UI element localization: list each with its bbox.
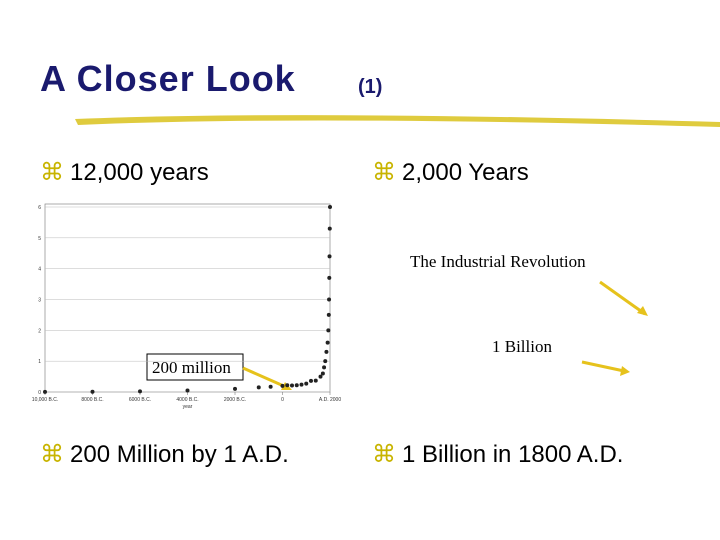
arrow bbox=[599, 280, 646, 316]
y-tick-label: 4 bbox=[38, 267, 41, 273]
point bbox=[285, 383, 290, 388]
y-tick-label: 0 bbox=[38, 390, 41, 396]
bullet: 12,000 years bbox=[40, 158, 209, 187]
bullet: 1 Billion in 1800 A.D. bbox=[372, 440, 623, 469]
title-suffix: (1) bbox=[358, 76, 383, 98]
point bbox=[138, 389, 142, 394]
point bbox=[185, 388, 190, 393]
point bbox=[326, 328, 331, 333]
x-tick-label: 2000 B.C. bbox=[224, 397, 246, 403]
arrow bbox=[242, 366, 287, 389]
point bbox=[326, 312, 331, 317]
point bbox=[318, 374, 323, 379]
arrow-head bbox=[620, 366, 630, 376]
point bbox=[327, 254, 332, 259]
y-tick-label: 5 bbox=[38, 236, 41, 242]
bullet: 200 Million by 1 A.D. bbox=[40, 440, 289, 469]
x-tick-label: 0 bbox=[281, 397, 284, 403]
title: A Closer Look bbox=[40, 58, 296, 99]
point bbox=[313, 378, 318, 383]
point bbox=[233, 386, 237, 391]
point bbox=[294, 383, 299, 388]
point bbox=[327, 297, 332, 302]
label-box bbox=[146, 353, 244, 381]
point bbox=[327, 226, 332, 231]
point bbox=[323, 359, 328, 364]
x-axis-label: year bbox=[183, 404, 193, 410]
point bbox=[322, 365, 327, 370]
point bbox=[320, 371, 325, 376]
point bbox=[268, 384, 273, 389]
x-tick-label: 6000 B.C. bbox=[129, 397, 151, 403]
annotation: 1 Billion bbox=[492, 337, 552, 356]
point bbox=[256, 385, 261, 390]
annotation: The Industrial Revolution bbox=[410, 252, 586, 271]
x-tick-label: 8000 B.C. bbox=[81, 397, 103, 403]
point bbox=[90, 389, 95, 394]
y-tick-label: 2 bbox=[38, 328, 41, 334]
x-tick-label: 10,000 B.C. bbox=[32, 397, 58, 403]
point bbox=[280, 383, 285, 388]
point bbox=[43, 389, 47, 394]
population-chart: 0 1 2 3 4 5 6 10,000 B.C. 8000 B.C. 6000 B.C. 4000… bbox=[32, 203, 341, 410]
point bbox=[328, 205, 332, 209]
point bbox=[299, 382, 304, 387]
point bbox=[309, 378, 313, 383]
bullet: 2,000 Years bbox=[372, 158, 529, 187]
point bbox=[325, 340, 330, 345]
point bbox=[324, 349, 329, 354]
title-underline bbox=[75, 115, 720, 127]
point bbox=[290, 383, 294, 388]
x-tick-label: 4000 B.C. bbox=[176, 397, 198, 403]
arrow-head bbox=[637, 306, 648, 316]
y-tick-label: 3 bbox=[38, 298, 41, 304]
y-tick-label: 1 bbox=[38, 359, 41, 365]
x-tick-label: A.D. 2000 bbox=[319, 397, 341, 403]
y-tick-label: 6 bbox=[38, 205, 41, 211]
point bbox=[327, 275, 332, 280]
annotation: 200 million bbox=[152, 358, 231, 377]
arrow bbox=[581, 360, 625, 373]
point bbox=[304, 381, 309, 386]
